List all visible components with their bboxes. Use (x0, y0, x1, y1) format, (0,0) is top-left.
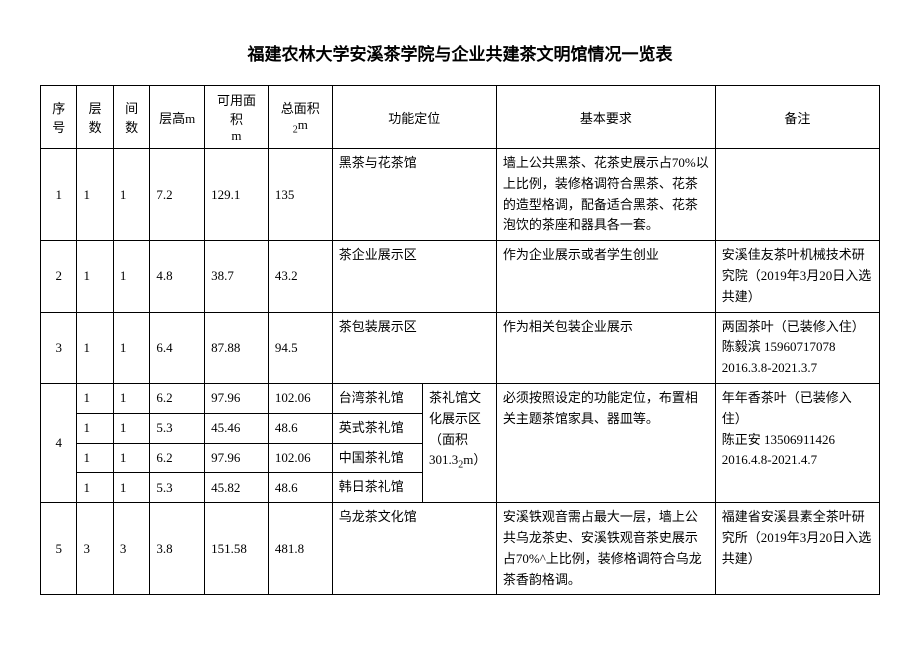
col-note: 备注 (715, 86, 879, 149)
table-row: 2 1 1 4.8 38.7 43.2 茶企业展示区 作为企业展示或者学生创业 … (41, 241, 880, 312)
table-row: 1 1 1 7.2 129.1 135 黑茶与花茶馆 墙上公共黑茶、花茶史展示占… (41, 149, 880, 241)
col-total: 总面积2m (268, 86, 332, 149)
table-header-row: 序号 层数 间数 层高m 可用面积m 总面积2m 功能定位 基本要求 备注 (41, 86, 880, 149)
col-req: 基本要求 (496, 86, 715, 149)
tea-hall-table: 序号 层数 间数 层高m 可用面积m 总面积2m 功能定位 基本要求 备注 1 … (40, 85, 880, 595)
func-subtable: 台湾茶礼馆 茶礼馆文 化展示区 （面积 301.32m） 英式茶礼馆 中国茶礼馆… (333, 384, 496, 502)
col-func: 功能定位 (332, 86, 496, 149)
table-row: 5 3 3 3.8 151.58 481.8 乌龙茶文化馆 安溪铁观音需占最大一… (41, 503, 880, 595)
col-floor: 层数 (77, 86, 113, 149)
func-side-cell: 茶礼馆文 化展示区 （面积 301.32m） (422, 384, 495, 502)
page-title: 福建农林大学安溪茶学院与企业共建茶文明馆情况一览表 (40, 40, 880, 65)
table-row: 4 1 1 6.2 97.96 102.06 台湾茶礼馆 茶礼馆文 化展示区 （… (41, 383, 880, 413)
table-row: 3 1 1 6.4 87.88 94.5 茶包装展示区 作为相关包装企业展示 两… (41, 312, 880, 383)
col-usable: 可用面积m (205, 86, 269, 149)
col-height: 层高m (150, 86, 205, 149)
col-seq: 序号 (41, 86, 77, 149)
col-rooms: 间数 (113, 86, 149, 149)
